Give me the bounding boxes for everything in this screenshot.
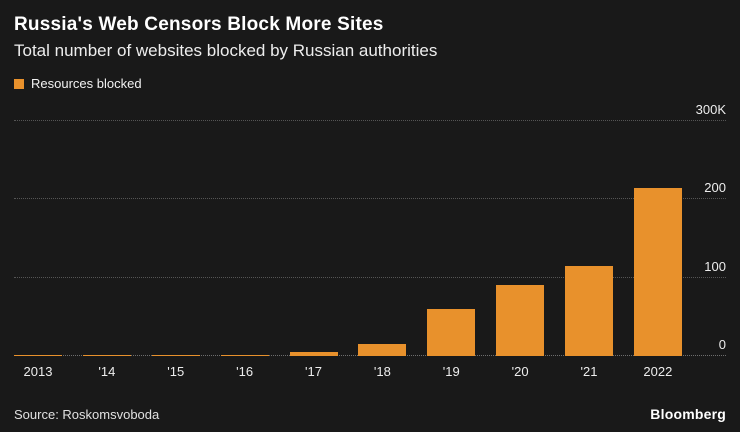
x-tick-label: '19 <box>442 364 460 379</box>
grid-line <box>14 198 726 200</box>
bar-14 <box>82 355 131 356</box>
x-tick-label: '18 <box>373 364 391 379</box>
bloomberg-logo: Bloomberg <box>650 406 726 422</box>
legend-swatch-icon <box>14 78 24 89</box>
bar-16 <box>220 355 269 356</box>
y-tick-label: 200 <box>704 180 726 196</box>
chart-title: Russia's Web Censors Block More Sites <box>14 14 384 35</box>
bars-group <box>14 121 682 356</box>
bar-2013 <box>14 355 62 356</box>
bar-15 <box>151 355 200 356</box>
bar-17 <box>289 352 338 356</box>
grid-line <box>14 120 726 121</box>
source-credit: Source: Roskomsvoboda <box>14 407 160 422</box>
bar-21 <box>565 266 613 356</box>
footer: Source: Roskomsvoboda Bloomberg <box>14 406 726 422</box>
grid-line <box>14 276 726 278</box>
legend-label: Resources blocked <box>31 76 142 91</box>
bar-20 <box>496 285 545 356</box>
x-tick-label: '21 <box>580 364 598 379</box>
plot-area: 0 100 200 300K <box>14 103 726 356</box>
x-axis-labels: 2013 '14 '15 '16 '17 '18 '19 '20 '21 2022 <box>14 364 682 379</box>
legend: Resources blocked <box>14 76 726 91</box>
bar-19 <box>427 309 476 356</box>
x-tick-label: '20 <box>511 364 529 379</box>
bar-18 <box>358 344 407 356</box>
y-tick-label: 300K <box>695 102 726 117</box>
x-tick-label: '17 <box>305 364 322 379</box>
y-tick-label: 0 <box>718 337 726 352</box>
bar-2022 <box>633 188 682 356</box>
x-tick-label: '14 <box>98 364 116 379</box>
x-tick-label: 2013 <box>23 364 53 379</box>
chart-subtitle: Total number of websites blocked by Russ… <box>14 41 438 60</box>
x-tick-label: 2022 <box>643 364 673 379</box>
y-tick-label: 100 <box>704 258 726 274</box>
x-tick-label: '16 <box>236 364 254 379</box>
x-tick-label: '15 <box>167 364 185 379</box>
